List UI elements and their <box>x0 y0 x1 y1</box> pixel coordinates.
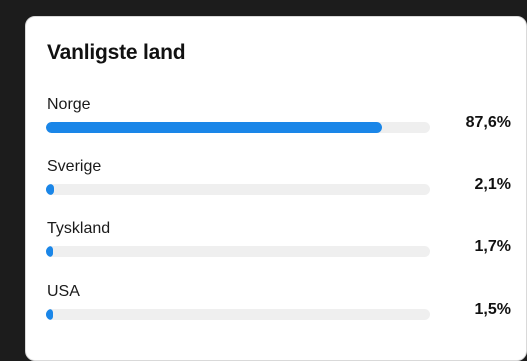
percent-bar-fill <box>46 246 53 257</box>
card-title: Vanligste land <box>47 41 186 64</box>
country-percent: 1,5% <box>474 301 511 318</box>
country-row-germany: Tyskland 1,7% <box>46 220 511 264</box>
percent-bar-track <box>46 246 430 257</box>
country-percent: 2,1% <box>474 176 511 193</box>
country-row-usa: USA 1,5% <box>46 283 511 327</box>
country-name: Tyskland <box>47 220 111 237</box>
percent-bar-track <box>46 184 430 195</box>
top-countries-card: Vanligste land Norge 87,6% Sverige 2,1% … <box>25 16 527 361</box>
country-name: Norge <box>47 96 91 113</box>
percent-bar-track <box>46 122 430 133</box>
country-name: USA <box>47 283 80 300</box>
percent-bar-fill <box>46 309 53 320</box>
country-percent: 1,7% <box>474 238 511 255</box>
percent-bar-fill <box>46 184 55 195</box>
percent-bar-track <box>46 309 430 320</box>
country-row-norway: Norge 87,6% <box>46 96 511 140</box>
percent-bar-fill <box>46 122 383 133</box>
country-name: Sverige <box>47 158 102 175</box>
country-percent: 87,6% <box>465 114 511 131</box>
country-row-sweden: Sverige 2,1% <box>46 158 511 202</box>
